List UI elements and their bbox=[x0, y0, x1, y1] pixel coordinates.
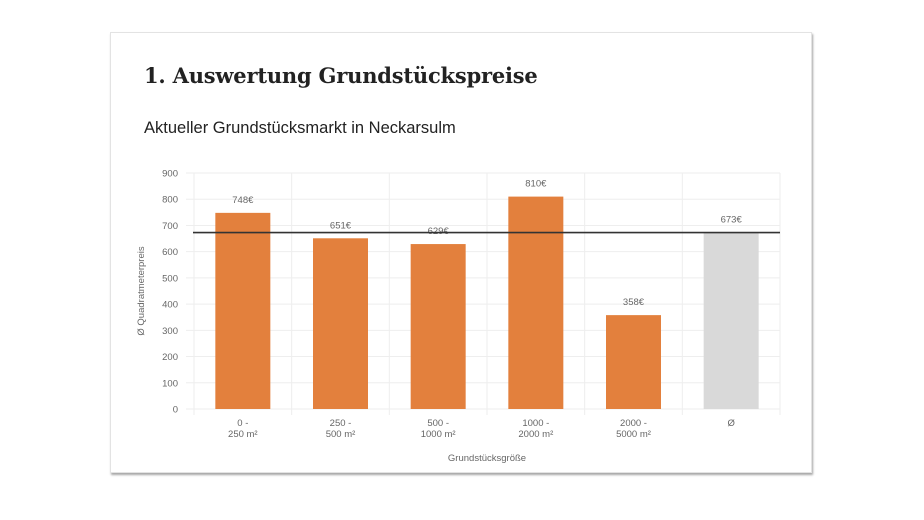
x-tick-label: 500 m² bbox=[326, 429, 356, 440]
data-labels: 748€ 651€ 629€ 810€ 358€ 673€ bbox=[232, 179, 742, 309]
x-tick-label: 2000 - bbox=[620, 418, 647, 429]
x-tick-label: 250 m² bbox=[228, 429, 258, 440]
bar-value-label: 673€ bbox=[721, 215, 743, 226]
x-tick-label: 1000 - bbox=[522, 418, 549, 429]
y-tick-label: 800 bbox=[162, 195, 178, 206]
bar[interactable] bbox=[410, 244, 466, 409]
bar-value-label: 748€ bbox=[232, 195, 254, 206]
x-tick-label: 2000 m² bbox=[518, 429, 553, 440]
bar-value-label: 651€ bbox=[330, 220, 352, 231]
bar[interactable] bbox=[508, 196, 564, 409]
y-tick-label: 300 bbox=[162, 326, 178, 337]
y-tick-label: 600 bbox=[162, 247, 178, 258]
bar-value-label: 358€ bbox=[623, 297, 645, 308]
chart-title: Aktueller Grundstücksmarkt in Neckarsulm bbox=[144, 119, 456, 137]
y-tick-label: 0 bbox=[173, 405, 178, 416]
y-tick-label: 100 bbox=[162, 378, 178, 389]
y-tick-label: 700 bbox=[162, 221, 178, 232]
x-tick-label: 1000 m² bbox=[421, 429, 456, 440]
bar-value-label: 810€ bbox=[525, 179, 547, 190]
x-tick-label: 5000 m² bbox=[616, 429, 651, 440]
average-bar[interactable] bbox=[703, 232, 759, 409]
x-tick-label: Ø bbox=[727, 418, 735, 429]
x-tick-label: 0 - bbox=[237, 418, 248, 429]
bar[interactable] bbox=[606, 315, 661, 409]
y-tick-label: 400 bbox=[162, 300, 178, 311]
x-tick-label: 250 - bbox=[330, 418, 352, 429]
grid-lines bbox=[186, 172, 781, 415]
y-axis-title: Ø Quadratmeterpreis bbox=[136, 246, 147, 335]
y-tick-label: 500 bbox=[162, 273, 178, 284]
bar[interactable] bbox=[215, 212, 271, 409]
y-tick-label: 200 bbox=[162, 352, 178, 363]
bars bbox=[215, 196, 759, 409]
y-tick-label: 900 bbox=[162, 169, 178, 180]
x-tick-label: 500 - bbox=[427, 418, 449, 429]
x-axis-title: Grundstücksgröße bbox=[448, 453, 526, 464]
y-axis-ticks: 0 100 200 300 400 500 600 700 800 900 bbox=[162, 169, 178, 416]
bar-value-label: 629€ bbox=[428, 226, 450, 237]
bar[interactable] bbox=[313, 238, 368, 409]
page-heading: 1. Auswertung Grundstückspreise bbox=[144, 63, 538, 88]
